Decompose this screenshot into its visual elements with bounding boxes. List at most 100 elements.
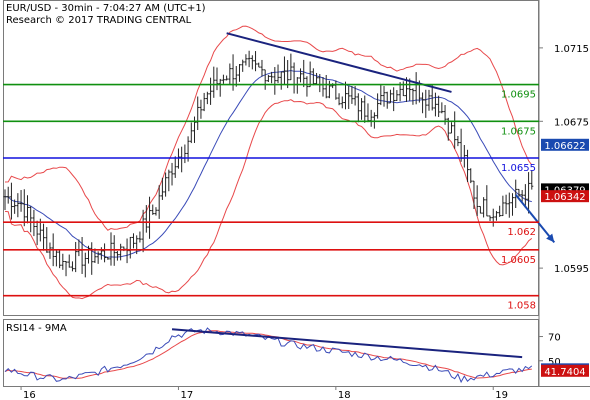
price-bar bbox=[408, 78, 412, 101]
price-bar bbox=[45, 227, 49, 253]
price-bar bbox=[530, 170, 534, 190]
price-bar bbox=[209, 77, 213, 105]
price-bar bbox=[520, 190, 524, 203]
axis-layer: 1.07151.06751.05951.066221.063791.063427… bbox=[20, 44, 589, 400]
price-bar bbox=[241, 59, 245, 72]
price-bar bbox=[514, 179, 518, 208]
price-bar bbox=[324, 74, 328, 99]
price-bar bbox=[401, 81, 405, 97]
price-bar bbox=[430, 84, 434, 111]
price-bar bbox=[478, 205, 482, 214]
price-bar bbox=[54, 249, 58, 267]
price-bar bbox=[469, 168, 473, 184]
price-bar bbox=[466, 149, 470, 182]
price-bar bbox=[427, 89, 431, 111]
price-bar bbox=[424, 89, 428, 118]
price-bar bbox=[472, 180, 476, 210]
price-bar bbox=[507, 192, 511, 218]
price-bar bbox=[266, 74, 270, 83]
price-bar bbox=[315, 72, 319, 85]
price-bar bbox=[93, 248, 97, 263]
forecast-arrow-head bbox=[546, 233, 555, 243]
price-tag-label: 1.06622 bbox=[544, 141, 585, 152]
price-bar bbox=[263, 69, 267, 90]
price-bar bbox=[379, 84, 383, 106]
price-bar bbox=[103, 243, 107, 263]
price-bar bbox=[279, 71, 283, 90]
price-bar bbox=[234, 66, 238, 87]
price-bar bbox=[395, 90, 399, 101]
price-bar bbox=[302, 59, 306, 88]
price-bar bbox=[353, 86, 357, 106]
price-bar bbox=[511, 193, 515, 216]
price-bar bbox=[115, 251, 119, 261]
rsi-panel-label: RSI14 - 9MA bbox=[6, 323, 67, 334]
time-tick-label: 17 bbox=[180, 390, 193, 400]
level-label: 1.062 bbox=[507, 227, 536, 238]
price-bar bbox=[350, 86, 354, 104]
price-bar bbox=[270, 71, 274, 84]
price-bar bbox=[247, 50, 251, 68]
price-bar bbox=[276, 64, 280, 84]
level-label: 1.0605 bbox=[501, 255, 536, 266]
price-bar bbox=[215, 67, 219, 91]
price-bar bbox=[523, 184, 527, 208]
price-bar bbox=[343, 81, 347, 110]
price-bar bbox=[48, 242, 52, 259]
price-bar bbox=[170, 162, 174, 186]
price-bar bbox=[376, 93, 380, 119]
price-bar bbox=[131, 233, 135, 249]
chart-header-title: EUR/USD - 30min - 7:04:27 AM (UTC+1) bbox=[6, 3, 206, 14]
price-tick-label: 1.0675 bbox=[554, 117, 589, 128]
price-bar bbox=[106, 256, 110, 260]
rsi-tick-label: 70 bbox=[548, 333, 561, 344]
price-bar bbox=[138, 231, 142, 243]
price-tag-label: 1.06342 bbox=[544, 192, 585, 203]
price-bar bbox=[90, 242, 94, 275]
price-bar bbox=[382, 86, 386, 107]
price-bar bbox=[83, 252, 87, 278]
price-bar bbox=[212, 66, 216, 98]
price-bar bbox=[456, 135, 460, 147]
price-bar bbox=[501, 195, 505, 217]
price-bar bbox=[254, 51, 258, 72]
price-bar bbox=[9, 182, 13, 220]
price-bar bbox=[135, 235, 139, 255]
price-tick-label: 1.0595 bbox=[554, 264, 589, 275]
price-bar bbox=[74, 241, 78, 273]
price-bar bbox=[453, 111, 457, 149]
price-bar bbox=[363, 95, 367, 123]
price-bar bbox=[494, 210, 498, 221]
price-bar bbox=[421, 92, 425, 114]
price-bar bbox=[144, 205, 148, 233]
price-bar bbox=[218, 78, 222, 97]
price-bar bbox=[42, 223, 46, 251]
price-bar bbox=[35, 220, 39, 246]
price-bar bbox=[225, 75, 229, 81]
forecast-arrow-shaft bbox=[514, 194, 556, 244]
price-bar bbox=[157, 185, 161, 219]
price-bar bbox=[141, 209, 145, 253]
price-bar bbox=[3, 189, 7, 211]
price-bar bbox=[449, 122, 453, 134]
price-bar bbox=[22, 189, 26, 227]
price-tag-box bbox=[541, 138, 589, 151]
price-bar bbox=[289, 53, 293, 81]
price-bar bbox=[504, 194, 508, 215]
resistance-trendline bbox=[226, 32, 452, 93]
price-bar bbox=[437, 95, 441, 118]
price-bar bbox=[411, 88, 415, 105]
price-bar bbox=[433, 92, 437, 117]
price-bar bbox=[327, 80, 331, 99]
price-bar bbox=[29, 206, 33, 233]
price-bar bbox=[173, 156, 177, 178]
rsi-tick-label: 50 bbox=[548, 357, 561, 368]
price-bar bbox=[160, 177, 164, 200]
price-bar bbox=[360, 98, 364, 120]
price-bar bbox=[221, 74, 225, 84]
price-bar bbox=[167, 169, 171, 192]
price-bar bbox=[6, 186, 10, 204]
price-bar bbox=[305, 76, 309, 97]
price-bar bbox=[517, 188, 521, 197]
price-bar bbox=[237, 64, 241, 82]
